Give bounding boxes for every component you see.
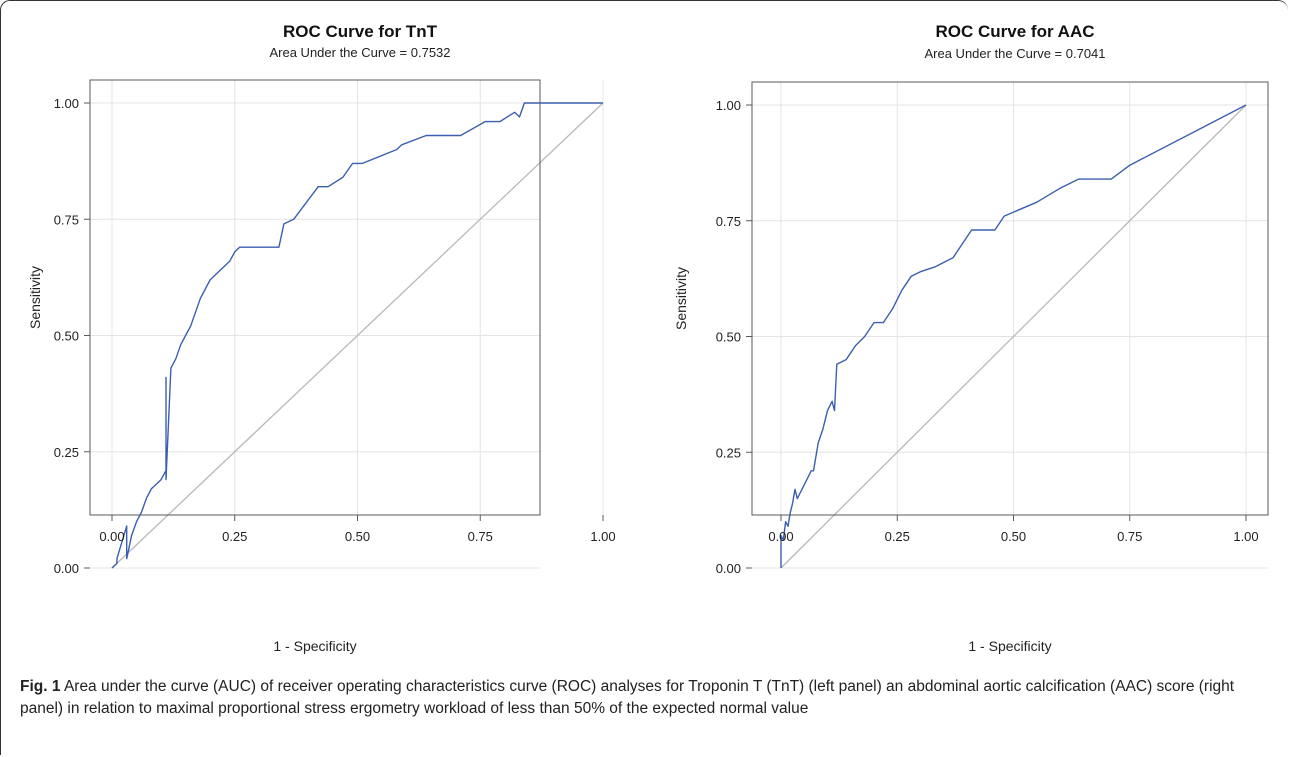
caption-text: Area under the curve (AUC) of receiver o… bbox=[20, 678, 1235, 717]
chart-title: ROC Curve for TnT bbox=[283, 22, 438, 41]
figure-charts: 0.00 0.25 0.50 0.75 1.00 0.00 0.25 0.50 0.75 1.00… bbox=[27, 22, 1269, 654]
y-tick-label: 0.25 bbox=[716, 445, 741, 460]
reference-diagonal bbox=[780, 104, 1247, 569]
plot-border bbox=[751, 81, 1269, 516]
x-axis-title: 1 - Specificity bbox=[968, 638, 1051, 654]
chart-subtitle: Area Under the Curve = 0.7532 bbox=[269, 45, 450, 60]
y-tick-label: 0.00 bbox=[716, 561, 741, 576]
reference-diagonal bbox=[111, 102, 604, 569]
y-tick-label: 1.00 bbox=[54, 96, 79, 111]
y-tick-label: 0.75 bbox=[716, 214, 741, 229]
roc-curve-line bbox=[111, 102, 603, 569]
chart-subtitle: Area Under the Curve = 0.7041 bbox=[924, 46, 1105, 61]
x-tick-label: 0.75 bbox=[468, 529, 493, 544]
y-axis-title: Sensitivity bbox=[673, 267, 689, 330]
y-tick-label: 0.50 bbox=[716, 330, 741, 345]
roc-chart-2: 0.00 0.25 0.50 0.75 1.00 0.00 0.25 0.50 0.75 1.00… bbox=[673, 22, 1269, 654]
y-tick-label: 0.00 bbox=[54, 561, 79, 576]
x-tick-label: 0.75 bbox=[1117, 529, 1142, 544]
x-tick-label: 1.00 bbox=[1233, 529, 1258, 544]
roc-curve-line bbox=[780, 104, 1247, 568]
y-tick-label: 0.75 bbox=[54, 212, 79, 227]
x-tick-label: 0.50 bbox=[345, 529, 370, 544]
x-tick-label: 0.00 bbox=[99, 529, 124, 544]
y-tick-label: 0.25 bbox=[54, 445, 79, 460]
caption-label: Fig. 1 bbox=[20, 678, 61, 695]
plot-area bbox=[90, 80, 540, 515]
y-tick-label: 0.50 bbox=[54, 329, 79, 344]
x-tick-label: 0.00 bbox=[768, 529, 793, 544]
x-tick-label: 0.25 bbox=[885, 529, 910, 544]
x-axis-title: 1 - Specificity bbox=[273, 638, 356, 654]
y-tick-label: 1.00 bbox=[716, 98, 741, 113]
chart-title: ROC Curve for AAC bbox=[936, 22, 1095, 41]
x-tick-label: 0.50 bbox=[1001, 529, 1026, 544]
x-tick-label: 1.00 bbox=[590, 529, 615, 544]
plot-border bbox=[89, 79, 541, 516]
roc-chart-1: 0.00 0.25 0.50 0.75 1.00 0.00 0.25 0.50 0.75 1.00… bbox=[27, 22, 616, 654]
plot-area bbox=[752, 82, 1268, 515]
figure-caption: Fig. 1 Area under the curve (AUC) of rec… bbox=[20, 676, 1275, 720]
x-tick-label: 0.25 bbox=[222, 529, 247, 544]
y-axis-title: Sensitivity bbox=[27, 266, 43, 329]
